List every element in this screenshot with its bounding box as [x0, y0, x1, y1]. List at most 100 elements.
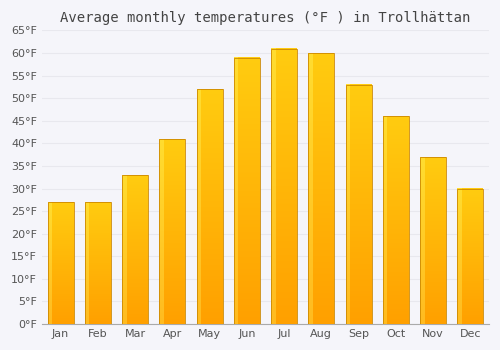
- Bar: [90, 272, 111, 273]
- Bar: [90, 258, 111, 259]
- Bar: [346, 120, 350, 122]
- Bar: [350, 180, 372, 182]
- Bar: [271, 68, 276, 69]
- Bar: [164, 203, 186, 204]
- Bar: [234, 229, 238, 231]
- Bar: [164, 216, 186, 217]
- Bar: [196, 267, 201, 269]
- Bar: [276, 309, 297, 310]
- Bar: [382, 249, 388, 250]
- Bar: [388, 304, 409, 305]
- Bar: [350, 292, 372, 293]
- Bar: [420, 320, 424, 321]
- Bar: [420, 319, 424, 320]
- Bar: [388, 307, 409, 308]
- Bar: [462, 300, 483, 301]
- Bar: [313, 53, 334, 54]
- Bar: [238, 175, 260, 176]
- Bar: [420, 274, 424, 275]
- Bar: [308, 285, 313, 286]
- Bar: [420, 259, 424, 260]
- Bar: [122, 266, 126, 267]
- Bar: [90, 323, 111, 324]
- Bar: [308, 88, 313, 90]
- Bar: [238, 233, 260, 235]
- Bar: [164, 152, 186, 153]
- Bar: [346, 101, 350, 103]
- Bar: [160, 247, 164, 248]
- Bar: [313, 150, 334, 152]
- Bar: [48, 235, 52, 236]
- Bar: [238, 274, 260, 276]
- Bar: [126, 280, 148, 281]
- Bar: [420, 265, 424, 266]
- Bar: [234, 168, 238, 169]
- Bar: [420, 298, 424, 299]
- Bar: [382, 306, 388, 307]
- Bar: [196, 195, 201, 196]
- Bar: [308, 146, 313, 148]
- Bar: [350, 189, 372, 190]
- Bar: [457, 211, 462, 212]
- Bar: [122, 266, 126, 267]
- Bar: [350, 105, 372, 106]
- Bar: [234, 220, 238, 222]
- Bar: [126, 314, 148, 315]
- Bar: [420, 313, 424, 314]
- Bar: [388, 233, 409, 235]
- Bar: [424, 294, 446, 295]
- Bar: [313, 133, 334, 134]
- Bar: [48, 318, 52, 319]
- Bar: [388, 305, 409, 306]
- Bar: [424, 313, 446, 314]
- Bar: [196, 162, 201, 163]
- Bar: [271, 105, 276, 106]
- Bar: [382, 267, 388, 268]
- Bar: [160, 207, 164, 208]
- Bar: [164, 266, 186, 267]
- Bar: [388, 297, 409, 298]
- Bar: [85, 262, 89, 263]
- Bar: [388, 151, 409, 153]
- Bar: [196, 199, 201, 201]
- Bar: [271, 187, 276, 189]
- Bar: [164, 168, 186, 169]
- Bar: [276, 245, 297, 247]
- Bar: [313, 68, 334, 69]
- Bar: [457, 305, 462, 306]
- Bar: [234, 112, 238, 113]
- Bar: [420, 176, 424, 177]
- Bar: [420, 165, 424, 166]
- Bar: [201, 94, 222, 95]
- Bar: [313, 190, 334, 191]
- Bar: [126, 260, 148, 261]
- Bar: [424, 256, 446, 257]
- Bar: [271, 59, 276, 61]
- Bar: [420, 194, 424, 195]
- Bar: [388, 253, 409, 254]
- Bar: [313, 308, 334, 309]
- Bar: [308, 282, 313, 284]
- Bar: [238, 253, 260, 255]
- Bar: [424, 228, 446, 229]
- Bar: [457, 318, 462, 319]
- Bar: [271, 209, 276, 211]
- Bar: [196, 197, 201, 198]
- Bar: [350, 321, 372, 323]
- Bar: [350, 282, 372, 284]
- Bar: [164, 283, 186, 284]
- Bar: [271, 189, 276, 190]
- Bar: [276, 275, 297, 277]
- Bar: [238, 140, 260, 141]
- Bar: [313, 229, 334, 231]
- Bar: [424, 157, 446, 158]
- Bar: [52, 251, 74, 252]
- Bar: [85, 288, 89, 289]
- Bar: [424, 225, 446, 226]
- Bar: [160, 262, 164, 263]
- Bar: [388, 219, 409, 220]
- Bar: [308, 199, 313, 201]
- Bar: [164, 202, 186, 203]
- Bar: [424, 248, 446, 249]
- Bar: [196, 294, 201, 296]
